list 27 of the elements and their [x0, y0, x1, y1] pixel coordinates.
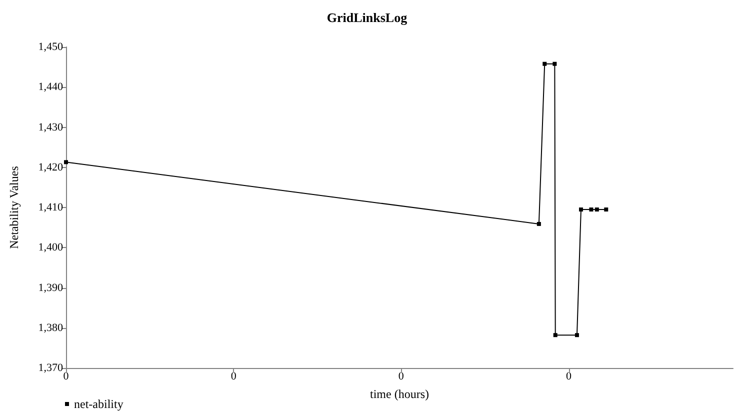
point: [574, 333, 579, 338]
chart-title: GridLinksLog: [326, 10, 408, 25]
point: [536, 222, 541, 226]
y-tick-label: 1,400: [38, 242, 64, 254]
y-axis-title: Netability Values: [7, 166, 21, 249]
y-tick-label: 1,450: [38, 41, 64, 53]
y-tick-label: 1,440: [38, 81, 64, 94]
y-tick-label: 1,430: [38, 121, 64, 134]
x-tick-label: 0: [63, 370, 70, 382]
point: [579, 208, 583, 212]
point: [542, 62, 547, 66]
point: [594, 208, 599, 212]
point: [553, 333, 558, 338]
y-tick-label: 1,410: [38, 202, 64, 214]
y-tick-label: 1,420: [38, 161, 64, 174]
y-tick-label: 1,390: [38, 282, 64, 294]
legend-label: net-ability: [74, 397, 124, 411]
point: [589, 208, 594, 212]
point: [64, 160, 68, 164]
x-tick-label: 0: [566, 370, 572, 382]
y-tick-label: 1,370: [38, 362, 64, 374]
x-axis-title: time (hours): [370, 387, 429, 401]
point: [552, 62, 557, 66]
y-tick-label: 1,380: [38, 322, 64, 334]
x-tick-label: 0: [398, 370, 404, 382]
point: [604, 208, 608, 212]
x-tick-label: 0: [230, 370, 237, 382]
